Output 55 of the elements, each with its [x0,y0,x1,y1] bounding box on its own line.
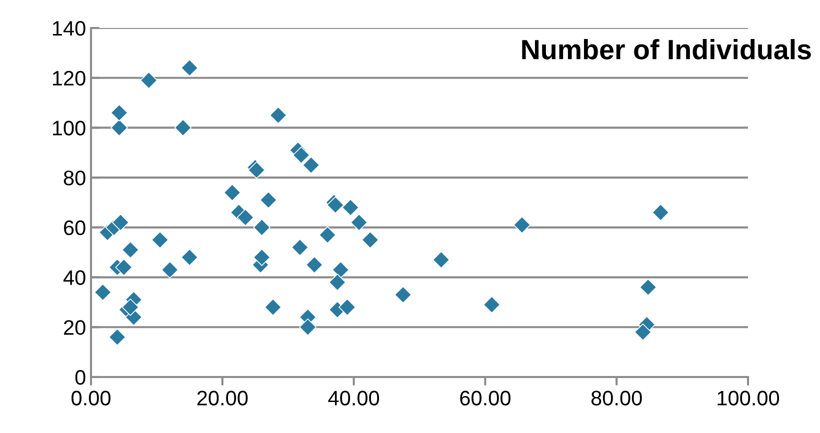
point [94,284,112,301]
point [292,146,310,164]
point [332,261,350,278]
point [115,258,132,276]
point [122,298,140,316]
y-tick-label: 80 [64,170,86,186]
point [362,231,379,249]
point [174,119,192,136]
point [652,204,670,222]
x-tick-label: 40.00 [328,390,380,406]
point [110,119,128,136]
point [180,59,198,77]
point [318,226,336,244]
x-tick-label: 60.00 [460,390,510,406]
x-tick-label: 100.00 [718,390,780,406]
point [112,214,130,232]
point [328,274,346,291]
point [483,296,500,314]
y-tick-label: 60 [64,220,86,236]
point [151,231,169,249]
point [394,286,412,304]
x-tick-label: 20.00 [197,390,248,406]
point [338,298,356,316]
point [306,256,324,274]
y-tick-label: 120 [52,70,86,86]
point [342,198,360,216]
point [299,318,316,336]
point [640,278,657,296]
y-tick-label: 100 [52,120,86,136]
point [180,248,198,266]
point [291,238,309,256]
x-tick-label: 80.00 [591,390,642,406]
point [224,184,241,202]
point [260,191,278,209]
point [253,248,270,266]
point [108,328,126,346]
point [253,218,270,236]
point [122,241,140,258]
point [140,72,158,89]
point [634,323,652,341]
point [161,261,178,278]
point [350,214,368,232]
point [110,104,128,122]
y-tick-label: 40 [63,270,86,286]
point [264,298,282,316]
point [432,251,450,268]
chart-title: Number of Individuals [522,39,811,60]
point [270,106,287,124]
y-tick-label: 0 [75,370,86,385]
point [513,216,531,234]
y-tick-label: 20 [64,320,86,335]
y-tick-label: 140 [52,21,86,36]
point [302,156,320,174]
x-tick-label: 0.00 [72,390,110,406]
point [236,208,254,226]
